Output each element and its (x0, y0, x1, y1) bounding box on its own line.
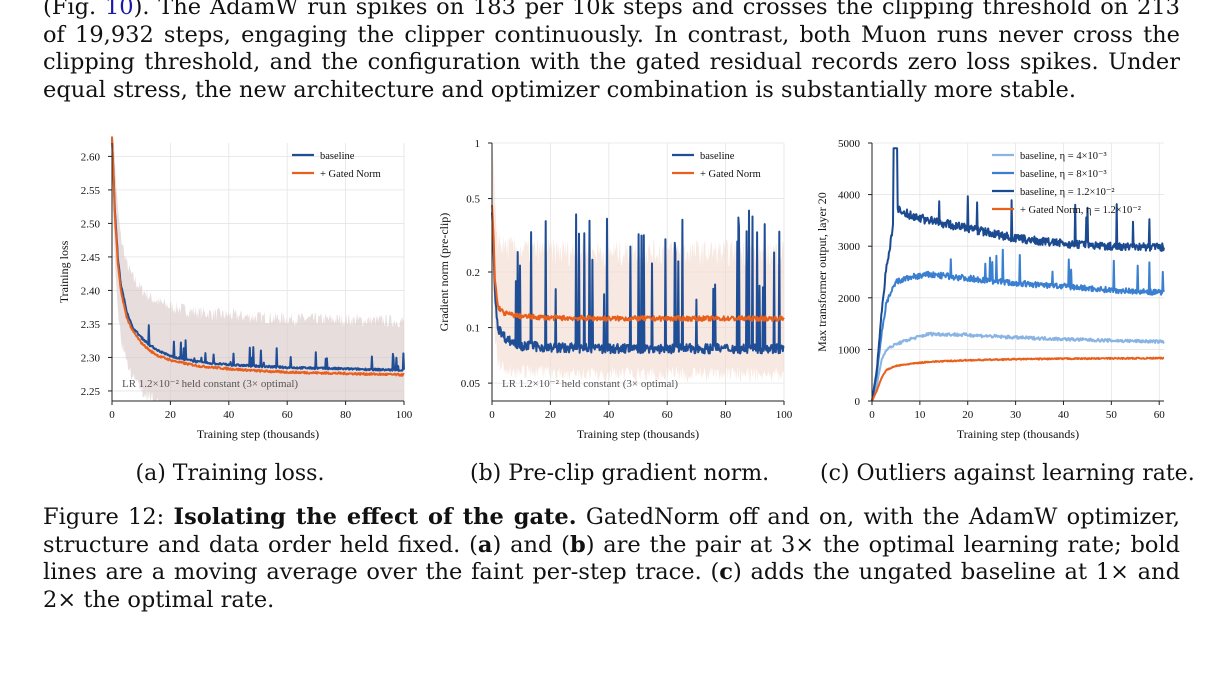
legend-label: baseline (320, 151, 355, 162)
legend-label: baseline, η = 8×10⁻³ (1020, 169, 1107, 180)
subcaption-c: (c) Outliers against learning rate. (820, 461, 1195, 486)
legend-label: baseline (700, 151, 735, 162)
chart-training-loss: 0 20 40 60 80 100 2.25 2.30 2.35 2.40 2.45 2.50 2.55… (57, 136, 413, 441)
figure-caption: Figure 12: Isolating the effect of the g… (43, 504, 1180, 614)
chart-max-output: 0 10 20 30 40 50 60 0 1000 2000 3000 4000 5000 Traini… (815, 138, 1166, 441)
y-tick-label: 2.45 (81, 252, 101, 264)
y-tick-label: 0.5 (466, 194, 480, 206)
legend-label: + Gated Norm (700, 169, 761, 180)
series-line-1 (491, 209, 785, 355)
legend-label: + Gated Norm, η = 1.2×10⁻² (1020, 205, 1141, 216)
paragraph-text-start: (Fig. (43, 0, 105, 20)
series-line-2 (111, 136, 405, 377)
y-axis-label: Max transformer output, layer 20 (815, 192, 829, 352)
panel-b: 0 20 40 60 80 100 0.05 0.1 0.2 0.5 1 Training step … (436, 138, 793, 450)
legend-label: baseline, η = 4×10⁻³ (1020, 151, 1107, 162)
x-tick-label: 0 (869, 409, 875, 421)
x-tick-label: 20 (165, 409, 177, 421)
body-paragraph: (Fig. 10). The AdamW run spikes on 183 p… (43, 0, 1180, 104)
x-tick-label: 20 (962, 409, 974, 421)
figure-label: Figure 12: (43, 504, 174, 530)
x-axis-label: Training step (thousands) (577, 427, 699, 441)
series-line-2 (491, 205, 785, 322)
series-line-3 (871, 147, 1165, 402)
y-axis-label: Gradient norm (pre-clip) (437, 213, 451, 332)
x-tick-label: 50 (1106, 409, 1118, 421)
y-tick-label: 2.40 (81, 285, 101, 297)
x-tick-label: 60 (282, 409, 294, 421)
x-tick-label: 80 (340, 409, 352, 421)
subcaption-b: (b) Pre-clip gradient norm. (470, 461, 770, 486)
y-tick-label: 3000 (838, 241, 861, 253)
x-tick-label: 60 (662, 409, 674, 421)
x-tick-label: 40 (1058, 409, 1070, 421)
x-tick-label: 10 (914, 409, 926, 421)
per-step-noise-band (492, 143, 784, 383)
legend-label: baseline, η = 1.2×10⁻² (1020, 187, 1115, 198)
x-tick-label: 20 (545, 409, 557, 421)
x-tick-label: 0 (489, 409, 495, 421)
x-tick-label: 30 (1010, 409, 1022, 421)
y-tick-label: 2.25 (81, 386, 101, 398)
y-tick-label: 2.55 (81, 185, 101, 197)
caption-text: ) adds the ungated baseline at 1× and 2×… (43, 559, 1180, 613)
per-step-noise-band (112, 143, 404, 401)
y-tick-label: 2.60 (81, 151, 101, 163)
figure-caption-title: Isolating the effect of the gate. (173, 504, 577, 530)
paragraph-text-rest: ). The AdamW run spikes on 183 per 10k s… (43, 0, 1180, 103)
x-tick-label: 80 (720, 409, 732, 421)
x-tick-label: 100 (776, 409, 793, 421)
y-tick-label: 1000 (838, 344, 861, 356)
y-tick-label: 0.2 (466, 267, 480, 279)
caption-text: ) are the pair at 3× the optimal learnin… (43, 531, 1181, 586)
x-tick-label: 40 (223, 409, 235, 421)
x-tick-label: 0 (109, 409, 115, 421)
legend-label: + Gated Norm (320, 169, 381, 180)
chart-gradient-norm: 0 20 40 60 80 100 0.05 0.1 0.2 0.5 1 Training step … (437, 138, 793, 441)
y-axis-label: Training loss (57, 240, 71, 303)
x-tick-label: 40 (603, 409, 615, 421)
lr-annotation: LR 1.2×10⁻² held constant (3× optimal) (122, 378, 298, 390)
panel-c: 0 10 20 30 40 50 60 0 1000 2000 3000 4000 5000 Traini… (815, 138, 1166, 450)
y-tick-label: 1 (475, 138, 481, 150)
lr-annotation: LR 1.2×10⁻² held constant (3× optimal) (502, 378, 678, 390)
y-tick-label: 5000 (838, 138, 861, 150)
panel-a: 0 20 40 60 80 100 2.25 2.30 2.35 2.40 2.45 2.50 2.55… (56, 136, 413, 450)
series-line-1 (871, 331, 1165, 402)
x-axis-label: Training step (thousands) (197, 427, 319, 441)
y-tick-label: 4000 (838, 190, 861, 202)
y-tick-label: 0 (855, 396, 861, 408)
y-tick-label: 2000 (838, 293, 861, 305)
y-tick-label: 0.1 (466, 323, 480, 335)
x-tick-label: 100 (396, 409, 413, 421)
series-line-2 (871, 248, 1165, 402)
caption-ref-a: a (477, 531, 493, 558)
subcaption-a: (a) Training loss. (135, 461, 325, 486)
caption-text: ) and ( (492, 531, 570, 558)
caption-ref-b: b (569, 531, 586, 558)
x-axis-label: Training step (thousands) (957, 427, 1079, 441)
y-tick-label: 2.35 (81, 319, 101, 331)
series-line-1 (111, 137, 405, 372)
figure-reference-link[interactable]: 10 (104, 0, 134, 20)
series-line-4 (871, 356, 1165, 402)
x-tick-label: 60 (1154, 409, 1166, 421)
y-tick-label: 2.50 (81, 218, 101, 230)
y-tick-label: 2.30 (81, 352, 101, 364)
caption-ref-c: c (719, 559, 733, 585)
y-tick-label: 0.05 (461, 378, 481, 390)
caption-text: GatedNorm off and on, with the AdamW opt… (43, 504, 1181, 558)
